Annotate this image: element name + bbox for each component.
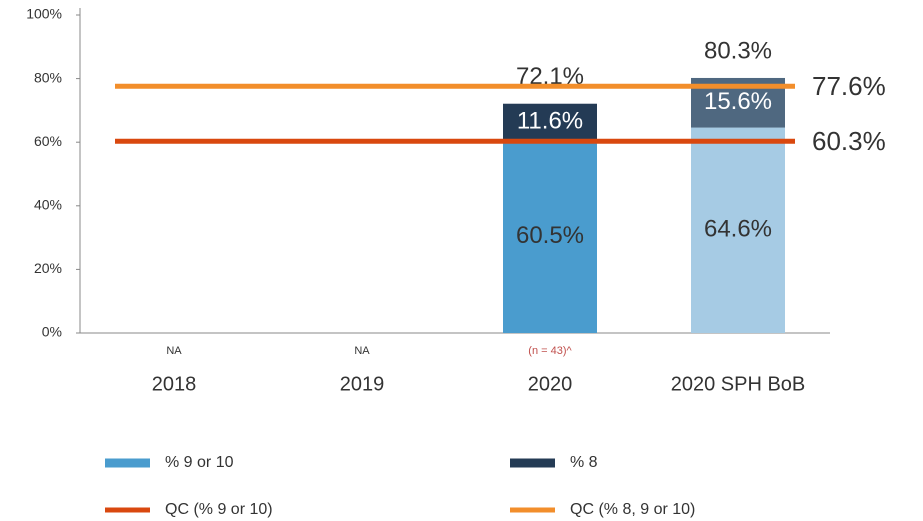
legend-swatch [510, 507, 555, 513]
category-note: (n = 43)^ [528, 345, 572, 357]
y-tick-label: 60% [34, 133, 62, 149]
y-tick-label: 20% [34, 260, 62, 276]
reference-label: 60.3% [812, 126, 886, 156]
bar-segment [691, 127, 785, 334]
y-tick-label: 0% [42, 324, 62, 340]
value-label: 15.6% [704, 88, 772, 115]
x-tick-label: 2020 [528, 373, 573, 395]
legend-swatch [105, 507, 150, 513]
x-tick-label: 2018 [152, 373, 197, 395]
legend-label: QC (% 9 or 10) [165, 501, 273, 518]
value-label: 11.6% [517, 108, 583, 135]
x-tick-label: 2020 SPH BoB [671, 373, 806, 395]
legend-label: % 9 or 10 [165, 454, 234, 471]
legend-label: % 8 [570, 454, 598, 471]
reference-label: 77.6% [812, 71, 886, 101]
y-tick-label: 80% [34, 69, 62, 85]
category-note: NA [166, 345, 182, 357]
x-tick-label: 2019 [340, 373, 385, 395]
y-tick-label: 40% [34, 197, 62, 213]
y-tick-label: 100% [26, 6, 62, 22]
value-label: 64.6% [704, 216, 772, 243]
bar-segment [503, 140, 597, 333]
legend-swatch [510, 458, 555, 468]
legend-swatch [105, 458, 150, 468]
value-label: 60.5% [516, 222, 584, 249]
bar-segment [503, 103, 597, 141]
category-note: NA [354, 345, 370, 357]
total-label: 80.3% [704, 37, 772, 64]
legend-label: QC (% 8, 9 or 10) [570, 501, 695, 518]
